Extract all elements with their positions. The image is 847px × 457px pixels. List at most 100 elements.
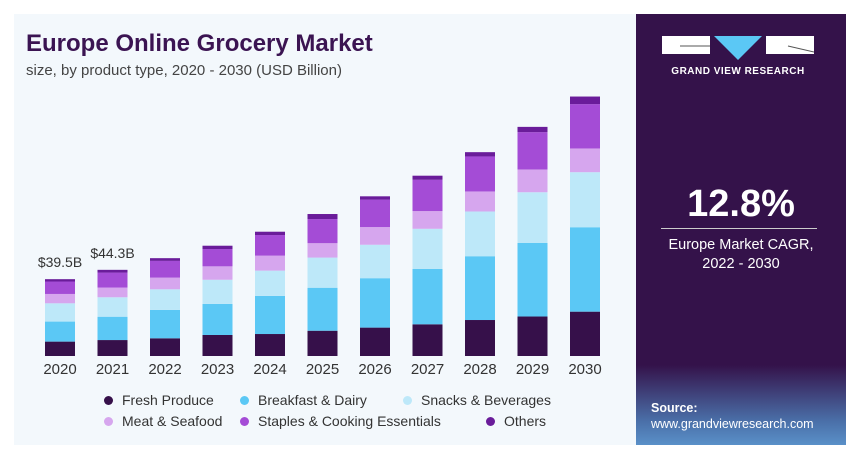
bar-segment-2030-1 [570,227,600,312]
bar-segment-2028-2 [465,211,495,257]
bar-segment-2025-5 [307,214,338,220]
stacked-bar-chart: 2020 $39.5B 2021 $44.3B 2022 2023 2024 2025 2026… [38,96,602,378]
grand-view-research-logo [662,36,814,60]
legend-item: Breakfast & Dairy [240,392,367,408]
x-tick-label: 2023 [201,361,234,378]
legend-item: Others [486,413,546,429]
legend-item: Staples & Cooking Essentials [240,413,441,429]
bar-segment-2030-5 [570,96,600,105]
bar-segment-2021-4 [97,272,128,288]
x-tick-label: 2030 [568,361,601,378]
bar-segment-2025-3 [307,243,338,258]
bar-segment-2022-3 [150,277,180,290]
bar-segment-2029-2 [517,192,548,243]
source: Source: www.grandviewresearch.com [651,400,814,432]
bar-segment-2028-3 [465,191,495,212]
bar-segment-2026-4 [360,199,390,228]
bar-segment-2030-4 [570,104,600,149]
bar-segment-2023-0 [202,334,233,356]
bar-segment-2027-0 [412,324,443,356]
bar-segment-2021-5 [97,269,128,273]
bar-segment-2020-4 [45,281,75,294]
bar-segment-2029-0 [517,316,548,356]
bar-segment-2020-1 [45,321,75,342]
x-tick-label: 2021 [96,361,129,378]
x-tick-label: 2022 [148,361,181,378]
legend-swatch-icon [240,416,249,426]
legend-label: Breakfast & Dairy [258,392,367,408]
bar-segment-2022-1 [150,309,180,339]
x-tick-label: 2025 [306,361,339,378]
bar-segment-2020-3 [45,293,75,304]
bar-segment-2027-2 [412,228,443,269]
bar-segment-2024-0 [255,334,285,356]
bar-segment-2023-1 [202,303,233,335]
bar-segment-2029-1 [517,242,548,317]
bar-segment-2025-1 [307,287,338,331]
bar-segment-2029-3 [517,169,548,193]
bar-segment-2029-5 [517,126,548,133]
legend-swatch-icon [403,395,412,405]
legend-swatch-icon [240,395,249,405]
legend-item: Meat & Seafood [104,413,222,429]
bar-segment-2027-3 [412,211,443,229]
bar-segment-2020-0 [45,341,75,356]
bar-segment-2030-0 [570,311,600,356]
brand-name: GRAND VIEW RESEARCH [671,66,805,77]
bar-segment-2023-4 [202,249,233,267]
x-tick-label: 2027 [411,361,444,378]
bar-segment-2021-0 [97,340,128,356]
chart-title: Europe Online Grocery Market [26,30,373,57]
x-tick-label: 2026 [358,361,391,378]
cagr-label-line2: 2022 - 2030 [702,256,780,272]
bar-segment-2023-5 [202,245,233,250]
x-tick-label: 2028 [463,361,496,378]
legend-label: Snacks & Beverages [421,392,551,408]
bar-segment-2028-4 [465,156,495,192]
bar-segment-2022-5 [150,258,180,261]
x-tick-label: 2029 [516,361,549,378]
source-label: Source: [651,401,698,415]
bar-segment-2022-2 [150,289,180,310]
bar-segment-2024-5 [255,231,285,236]
bar-segment-2029-4 [517,132,548,170]
legend-label: Others [504,413,547,429]
cagr-label: Europe Market CAGR, 2022 - 2030 [636,236,846,274]
legend-swatch-icon [104,416,113,426]
chart-subtitle: size, by product type, 2020 - 2030 (USD … [26,62,342,79]
bar-segment-2021-2 [97,297,128,317]
source-url[interactable]: www.grandviewresearch.com [651,417,814,431]
bar-segment-2028-1 [465,256,495,321]
grid-decoration [636,365,846,445]
bar-segment-2024-4 [255,235,285,256]
bar-segment-2026-3 [360,227,390,245]
bar-segment-2026-1 [360,278,390,328]
bar-segment-2026-2 [360,244,390,279]
bar-segment-2022-0 [150,338,180,356]
bar-segment-2021-3 [97,287,128,298]
data-label: $39.5B [38,254,82,270]
bar-segment-2023-2 [202,279,233,304]
bar-segment-2030-3 [570,148,600,173]
bar-segment-2027-1 [412,268,443,325]
bar-segment-2022-4 [150,260,180,278]
bar-segment-2027-4 [412,179,443,212]
bar-segment-2025-4 [307,219,338,244]
bar-segment-2024-3 [255,255,285,271]
legend-swatch-icon [486,416,495,426]
bar-segment-2026-5 [360,196,390,200]
x-tick-label: 2020 [43,361,76,378]
bar-segment-2023-3 [202,266,233,280]
legend-swatch-icon [104,395,113,405]
bar-segment-2024-2 [255,270,285,296]
bar-segment-2026-0 [360,327,390,356]
legend-item: Snacks & Beverages [403,392,551,408]
legend-label: Staples & Cooking Essentials [258,413,441,429]
bar-segment-2024-1 [255,295,285,335]
legend-label: Meat & Seafood [122,413,223,429]
bar-segment-2027-5 [412,175,443,180]
bar-segment-2020-5 [45,279,75,282]
cagr-value: 12.8% [687,183,795,225]
bar-segment-2028-0 [465,320,495,356]
legend-item: Fresh Produce [104,392,214,408]
